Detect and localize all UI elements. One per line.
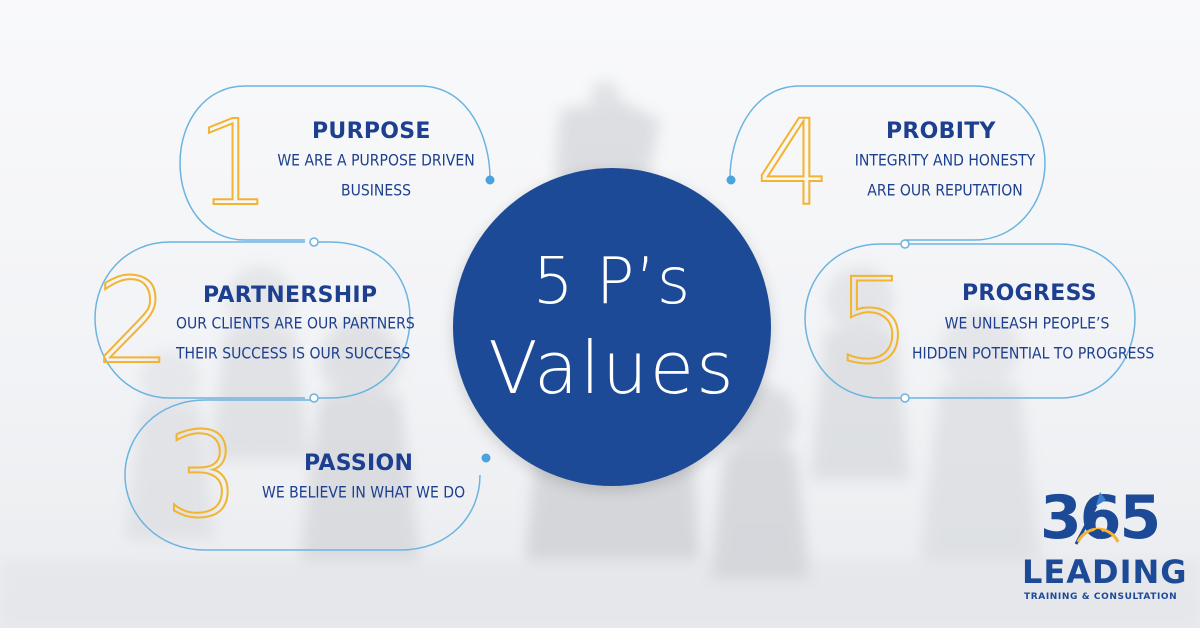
desc-line: ARE OUR REPUTATION xyxy=(867,181,1023,201)
desc-line: WE BELIEVE IN WHAT WE DO xyxy=(262,483,466,503)
desc-line: BUSINESS xyxy=(341,181,411,201)
center-heading-circle: 5 P’s Values xyxy=(453,168,771,486)
logo-word: LEADING xyxy=(1022,553,1188,591)
logo-arrow-gauge-icon xyxy=(1074,492,1120,545)
value-title-passion: PASSION xyxy=(304,451,414,476)
value-title-partnership: PARTNERSHIP xyxy=(203,283,378,308)
desc-line: OUR CLIENTS ARE OUR PARTNERS xyxy=(176,314,415,334)
desc-line: HIDDEN POTENTIAL TO PROGRESS xyxy=(912,344,1155,364)
value-desc-partnership: OUR CLIENTS ARE OUR PARTNERS THEIR SUCCE… xyxy=(176,309,415,369)
value-title-purpose: PURPOSE xyxy=(312,119,431,144)
desc-line: THEIR SUCCESS IS OUR SUCCESS xyxy=(176,344,411,364)
desc-line: INTEGRITY AND HONESTY xyxy=(854,151,1036,171)
value-number-2: 2 xyxy=(95,252,172,390)
value-number-3: 3 xyxy=(164,406,241,544)
brand-logo: 365 LEADING TRAINING & CONSULTATION xyxy=(1010,488,1190,610)
value-desc-progress: WE UNLEASH PEOPLE’S HIDDEN POTENTIAL TO … xyxy=(912,309,1155,369)
value-number-4: 4 xyxy=(755,94,832,232)
value-desc-probity: INTEGRITY AND HONESTY ARE OUR REPUTATION xyxy=(848,146,1042,206)
logo-tagline: TRAINING & CONSULTATION xyxy=(1024,592,1178,602)
value-number-5: 5 xyxy=(835,252,912,390)
center-heading-line-2: Values xyxy=(488,326,736,410)
value-title-probity: PROBITY xyxy=(886,119,996,144)
desc-line: WE UNLEASH PEOPLE’S xyxy=(944,314,1110,334)
desc-line: WE ARE A PURPOSE DRIVEN xyxy=(277,151,475,171)
value-number-1: 1 xyxy=(195,94,272,232)
value-desc-passion: WE BELIEVE IN WHAT WE DO xyxy=(262,478,466,508)
value-desc-purpose: WE ARE A PURPOSE DRIVEN BUSINESS xyxy=(276,146,476,206)
value-title-progress: PROGRESS xyxy=(962,281,1097,306)
center-heading-line-1: 5 P’s xyxy=(532,245,692,319)
